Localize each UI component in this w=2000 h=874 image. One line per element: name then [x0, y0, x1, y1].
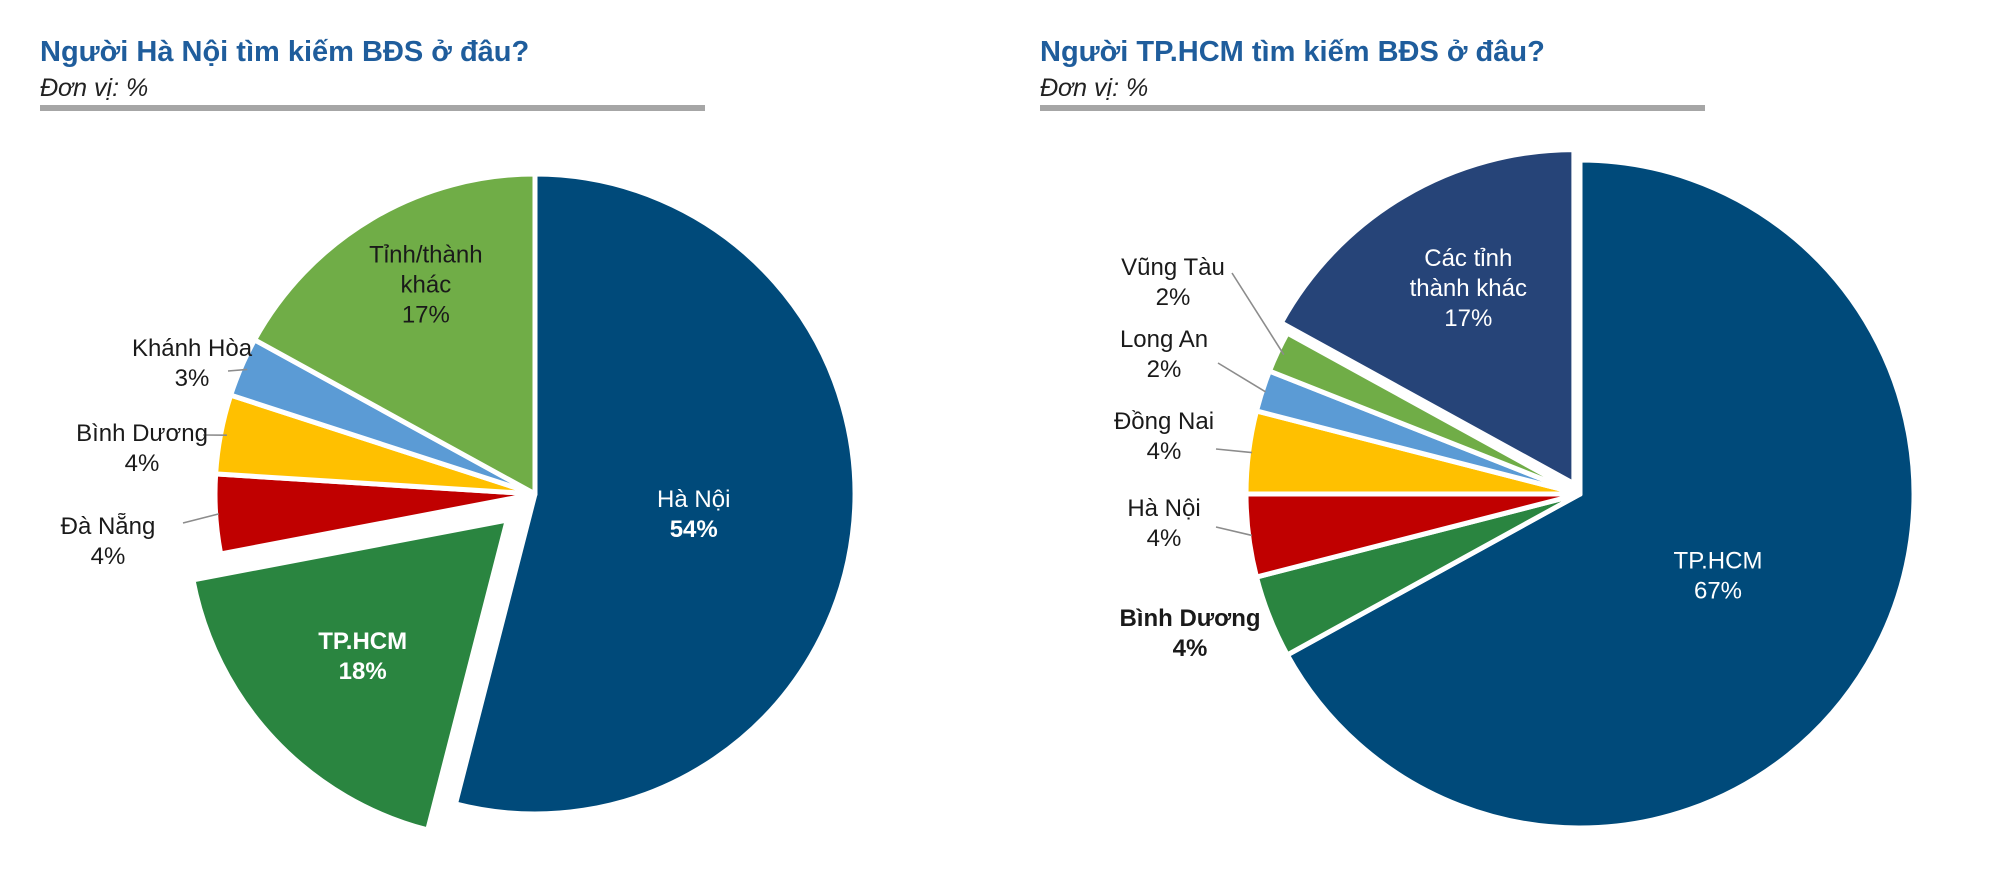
- title-divider: [40, 105, 705, 111]
- pie-value-long-an: 2%: [1147, 356, 1182, 383]
- pie-value-tinh-thanh-khac: 17%: [402, 301, 450, 328]
- pie-slice-cac-tinh-thanh-khac: [1278, 147, 1577, 487]
- pie-value-da-nang: 4%: [91, 543, 126, 570]
- pie-slices: [190, 171, 858, 833]
- pie-value-ha-noi: 54%: [670, 516, 718, 543]
- pie-label-ha-noi: Hà Nội: [1127, 495, 1200, 522]
- pie-label-vung-tau: Vũng Tàu: [1121, 254, 1225, 281]
- pie-label-tinh-thanh-khac: Tỉnh/thành: [369, 241, 482, 268]
- pie-slice-tp-hcm: [1284, 157, 1917, 831]
- pie-chart-hcm: TP.HCM 67% Bình Dương 4% Hà Nội 4% Đồng Nai 4% L…: [1114, 147, 1917, 831]
- pie-value-tp-hcm: 18%: [339, 658, 387, 685]
- pie-slice-tinh-thanh-khac: [252, 171, 538, 497]
- pie-value-tp-hcm: 67%: [1694, 578, 1742, 605]
- leader-line-long-an: [1217, 362, 1266, 393]
- pie-label-long-an: Long An: [1120, 326, 1208, 353]
- pie-label-dong-nai: Đồng Nai: [1114, 408, 1214, 435]
- pie-label-tp-hcm: TP.HCM: [318, 628, 407, 655]
- pie-label-tp-hcm: TP.HCM: [1674, 548, 1763, 575]
- title-divider: [1040, 105, 1705, 111]
- chart-panel-hcm: Người TP.HCM tìm kiếm BĐS ở đâu? Đơn vị:…: [1000, 0, 2000, 874]
- leader-line-dong-nai: [1215, 448, 1253, 454]
- leader-line-khanh-hoa: [227, 368, 248, 372]
- pie-labels: TP.HCM 67% Bình Dương 4% Hà Nội 4% Đồng Nai 4% L…: [1114, 245, 1762, 662]
- chart-subtitle: Đơn vị: %: [1040, 74, 1149, 102]
- pie-slice-tp-hcm: [190, 517, 510, 833]
- pie-label-cac-tinh-thanh-khac: thành khác: [1410, 275, 1527, 302]
- pie-slice-ha-noi: [452, 171, 858, 817]
- pie-label-ha-noi: Hà Nội: [657, 486, 730, 513]
- pie-value-binh-duong: 4%: [1173, 635, 1208, 662]
- pie-slices: [1243, 147, 1917, 831]
- chart-title: Người TP.HCM tìm kiếm BĐS ở đâu?: [1040, 36, 1545, 68]
- chart-subtitle: Đơn vị: %: [40, 74, 149, 102]
- pie-label-binh-duong: Bình Dương: [1119, 605, 1260, 632]
- pie-chart-hanoi: Hà Nội 54% TP.HCM 18% Đà Nẵng 4% Bình Dương 4% K…: [60, 171, 858, 833]
- leader-line-da-nang: [182, 513, 220, 524]
- pie-label-khanh-hoa: Khánh Hòa: [132, 335, 253, 362]
- pie-value-dong-nai: 4%: [1147, 438, 1182, 465]
- pie-value-vung-tau: 2%: [1156, 284, 1191, 311]
- pie-value-ha-noi: 4%: [1147, 525, 1182, 552]
- pie-label-tinh-thanh-khac: khác: [401, 271, 452, 298]
- pie-value-khanh-hoa: 3%: [175, 365, 210, 392]
- pie-slice-vung-tau: [1266, 330, 1583, 497]
- pie-value-binh-duong: 4%: [125, 450, 160, 477]
- pie-labels: Hà Nội 54% TP.HCM 18% Đà Nẵng 4% Bình Dương 4% K…: [61, 241, 731, 684]
- pie-label-cac-tinh-thanh-khac: Các tỉnh: [1424, 245, 1512, 272]
- chart-title: Người Hà Nội tìm kiếm BĐS ở đâu?: [40, 36, 530, 68]
- pie-value-cac-tinh-thanh-khac: 17%: [1444, 305, 1492, 332]
- pie-label-binh-duong: Bình Dương: [76, 420, 208, 447]
- leader-line-vung-tau: [1231, 272, 1285, 356]
- pie-label-da-nang: Đà Nẵng: [61, 512, 156, 540]
- leader-line-ha-noi: [1215, 526, 1253, 537]
- chart-panel-hanoi: Người Hà Nội tìm kiếm BĐS ở đâu? Đơn vị:…: [40, 36, 858, 833]
